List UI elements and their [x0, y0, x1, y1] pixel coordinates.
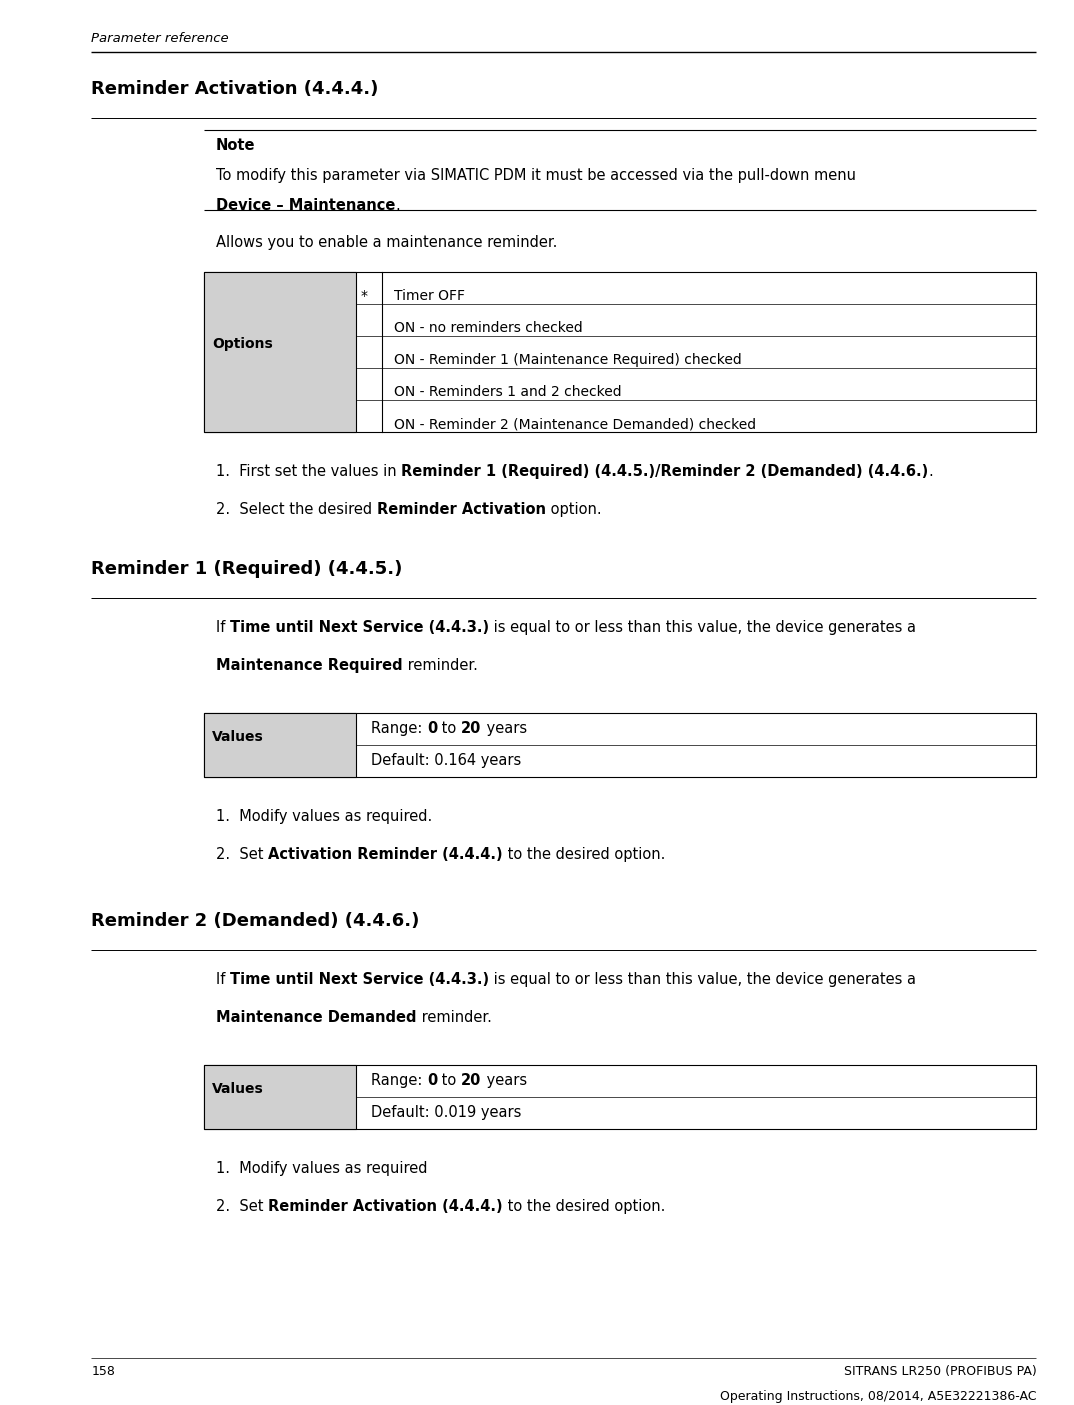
- Text: Time until Next Service (4.4.3.): Time until Next Service (4.4.3.): [230, 620, 489, 635]
- Text: to the desired option.: to the desired option.: [503, 1198, 665, 1214]
- Text: reminder.: reminder.: [417, 1010, 492, 1026]
- Text: to: to: [437, 1073, 461, 1087]
- Text: Default: 0.164 years: Default: 0.164 years: [371, 753, 521, 769]
- Text: Reminder Activation: Reminder Activation: [377, 502, 546, 517]
- Text: Values: Values: [212, 1082, 264, 1096]
- Text: is equal to or less than this value, the device generates a: is equal to or less than this value, the…: [489, 972, 916, 986]
- Text: years: years: [481, 721, 526, 736]
- Text: Allows you to enable a maintenance reminder.: Allows you to enable a maintenance remin…: [216, 235, 557, 250]
- Text: 1.  Modify values as required: 1. Modify values as required: [216, 1161, 427, 1176]
- Text: Reminder 2 (Demanded) (4.4.6.): Reminder 2 (Demanded) (4.4.6.): [91, 912, 420, 930]
- Text: Activation Reminder (4.4.4.): Activation Reminder (4.4.4.): [268, 847, 503, 863]
- Text: to the desired option.: to the desired option.: [503, 847, 665, 863]
- Text: Timer OFF: Timer OFF: [394, 289, 465, 303]
- Text: 2.  Select the desired: 2. Select the desired: [216, 502, 377, 517]
- Text: Values: Values: [212, 731, 264, 745]
- Bar: [204, 273, 357, 431]
- Text: Parameter reference: Parameter reference: [91, 32, 229, 45]
- Text: 2.  Set: 2. Set: [216, 1198, 268, 1214]
- Text: to: to: [437, 721, 461, 736]
- Text: Note: Note: [216, 138, 256, 153]
- Text: *: *: [360, 289, 367, 303]
- Text: Operating Instructions, 08/2014, A5E32221386-AC: Operating Instructions, 08/2014, A5E3222…: [720, 1390, 1036, 1404]
- Text: 2.  Set: 2. Set: [216, 847, 268, 863]
- Text: years: years: [481, 1073, 526, 1087]
- Text: 0: 0: [427, 721, 437, 736]
- Text: To modify this parameter via SIMATIC PDM it must be accessed via the pull-down m: To modify this parameter via SIMATIC PDM…: [216, 169, 856, 183]
- Text: SITRANS LR250 (PROFIBUS PA): SITRANS LR250 (PROFIBUS PA): [844, 1366, 1036, 1378]
- Bar: [204, 273, 1036, 431]
- Text: Options: Options: [212, 337, 273, 351]
- Text: 20: 20: [461, 1073, 481, 1087]
- Text: If: If: [216, 620, 230, 635]
- Text: Time until Next Service (4.4.3.): Time until Next Service (4.4.3.): [230, 972, 489, 986]
- Text: is equal to or less than this value, the device generates a: is equal to or less than this value, the…: [489, 620, 916, 635]
- Text: ON - no reminders checked: ON - no reminders checked: [394, 320, 583, 334]
- Text: Reminder Activation (4.4.4.): Reminder Activation (4.4.4.): [268, 1198, 503, 1214]
- Text: Maintenance Required: Maintenance Required: [216, 658, 403, 673]
- Text: reminder.: reminder.: [403, 658, 478, 673]
- Text: 1.  Modify values as required.: 1. Modify values as required.: [216, 809, 433, 823]
- Text: Maintenance Demanded: Maintenance Demanded: [216, 1010, 417, 1026]
- Text: option.: option.: [546, 502, 601, 517]
- Text: Default: 0.019 years: Default: 0.019 years: [371, 1104, 522, 1120]
- Text: .: .: [929, 464, 933, 479]
- Bar: [204, 1065, 1036, 1130]
- Text: Device – Maintenance: Device – Maintenance: [216, 198, 395, 214]
- Bar: [204, 1065, 357, 1130]
- Text: Reminder Activation (4.4.4.): Reminder Activation (4.4.4.): [91, 80, 379, 98]
- Bar: [204, 712, 357, 777]
- Text: 0: 0: [427, 1073, 437, 1087]
- Text: 20: 20: [461, 721, 481, 736]
- Text: ON - Reminder 1 (Maintenance Required) checked: ON - Reminder 1 (Maintenance Required) c…: [394, 353, 742, 367]
- Bar: [204, 712, 1036, 777]
- Text: .: .: [395, 198, 401, 214]
- Text: Range:: Range:: [371, 1073, 427, 1087]
- Text: ON - Reminders 1 and 2 checked: ON - Reminders 1 and 2 checked: [394, 385, 622, 399]
- Text: 158: 158: [91, 1366, 115, 1378]
- Text: Reminder 1 (Required) (4.4.5.)/Reminder 2 (Demanded) (4.4.6.): Reminder 1 (Required) (4.4.5.)/Reminder …: [402, 464, 929, 479]
- Text: Reminder 1 (Required) (4.4.5.): Reminder 1 (Required) (4.4.5.): [91, 561, 403, 577]
- Text: ON - Reminder 2 (Maintenance Demanded) checked: ON - Reminder 2 (Maintenance Demanded) c…: [394, 417, 756, 431]
- Text: Range:: Range:: [371, 721, 427, 736]
- Text: If: If: [216, 972, 230, 986]
- Text: 1.  First set the values in: 1. First set the values in: [216, 464, 402, 479]
